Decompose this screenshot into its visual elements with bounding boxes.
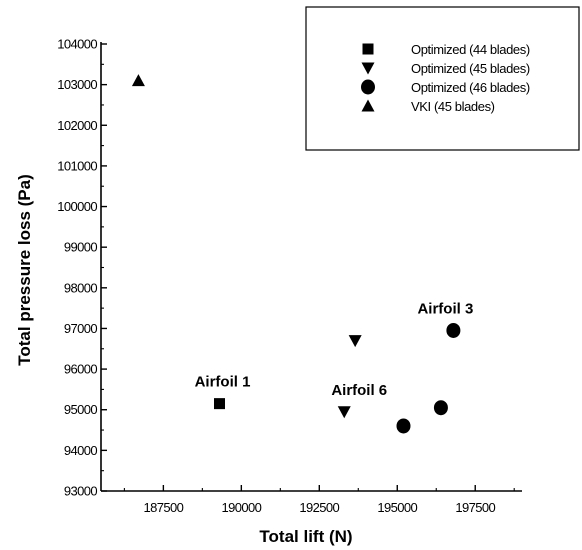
data-point-circle xyxy=(396,418,410,433)
x-tick-label: 190000 xyxy=(221,500,261,515)
data-point-circle xyxy=(434,400,448,415)
legend-marker-circle xyxy=(361,80,375,95)
y-tick-label: 94000 xyxy=(64,443,98,458)
x-tick-label: 192500 xyxy=(299,500,339,515)
data-point-circle xyxy=(446,323,460,338)
legend-marker-square xyxy=(363,44,374,55)
legend-label: Optimized (45 blades) xyxy=(411,61,530,76)
x-tick-label: 187500 xyxy=(143,500,183,515)
point-annotation: Airfoil 1 xyxy=(195,374,251,391)
y-tick-label: 101000 xyxy=(57,158,97,173)
x-axis-title: Total lift (N) xyxy=(259,527,352,546)
y-tick-label: 102000 xyxy=(57,118,97,133)
x-tick-label: 197500 xyxy=(455,500,495,515)
point-annotation: Airfoil 3 xyxy=(417,300,473,317)
data-point-square xyxy=(214,398,225,409)
legend-box xyxy=(306,7,579,150)
data-point-triangle-down xyxy=(338,406,351,418)
y-tick-label: 95000 xyxy=(64,402,98,417)
point-annotations: Airfoil 1 Airfoil 6 Airfoil 3 xyxy=(195,300,474,398)
y-tick-label: 99000 xyxy=(64,240,98,255)
point-annotation: Airfoil 6 xyxy=(331,382,387,399)
x-tick-label: 195000 xyxy=(377,500,417,515)
y-tick-label: 98000 xyxy=(64,280,98,295)
y-tick-label: 100000 xyxy=(57,199,97,214)
legend: Optimized (44 blades) Optimized (45 blade… xyxy=(306,7,579,150)
y-tick-label: 103000 xyxy=(57,77,97,92)
y-tick-label: 96000 xyxy=(64,362,98,377)
data-point-triangle-up xyxy=(132,74,145,86)
data-point-triangle-down xyxy=(349,335,362,347)
y-tick-label: 97000 xyxy=(64,321,98,336)
legend-label: Optimized (46 blades) xyxy=(411,80,530,95)
y-tick-label: 104000 xyxy=(57,37,97,52)
legend-label: VKI (45 blades) xyxy=(411,99,495,114)
legend-label: Optimized (44 blades) xyxy=(411,42,530,57)
y-axis-title: Total pressure loss (Pa) xyxy=(15,174,34,365)
y-tick-label: 93000 xyxy=(64,484,98,499)
